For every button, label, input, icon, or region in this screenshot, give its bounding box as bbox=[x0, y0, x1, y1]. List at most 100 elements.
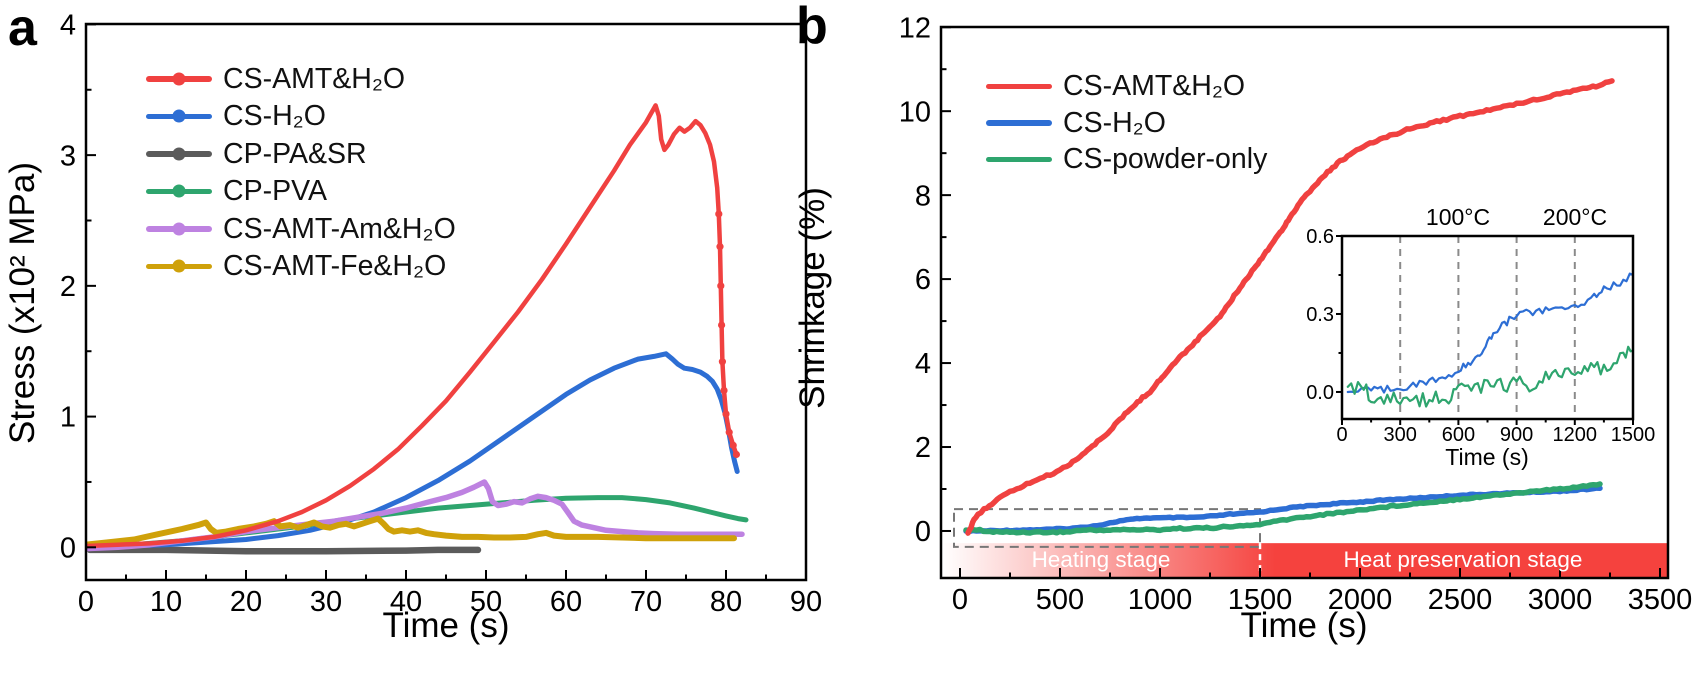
series-marker bbox=[718, 358, 727, 366]
series-marker bbox=[720, 386, 728, 395]
x-tick-label: 3000 bbox=[1528, 584, 1593, 616]
series-marker bbox=[717, 282, 725, 290]
legend-item-cs-h-o: CS-H₂O bbox=[986, 105, 1267, 142]
legend-label: CS-H₂O bbox=[223, 100, 326, 132]
legend-label: CS-AMT&H₂O bbox=[223, 62, 406, 95]
x-tick-label: 1200 bbox=[1553, 424, 1598, 446]
legend-item-cs-powder-only: CS-powder-only bbox=[986, 141, 1267, 178]
x-tick-label: 500 bbox=[1036, 584, 1084, 616]
legend-label: CS-AMT-Fe&H₂O bbox=[223, 250, 447, 282]
legend-label: CS-powder-only bbox=[1063, 143, 1268, 176]
x-tick-label: 30 bbox=[310, 586, 342, 618]
x-tick-label: 1500 bbox=[1611, 424, 1656, 446]
panel-b-y-axis-title: Shrinkage (%) bbox=[793, 187, 832, 409]
series-cs-amt-fe-h-o bbox=[86, 515, 737, 548]
y-tick-label: 1 bbox=[60, 402, 76, 434]
x-tick-label: 0 bbox=[78, 586, 94, 618]
legend-label: CP-PA&SR bbox=[223, 137, 367, 170]
legend-item-cs-amt-h-o: CS-AMT&H₂O bbox=[986, 68, 1267, 105]
x-tick-label: 0 bbox=[952, 584, 968, 616]
panel-a-letter: a bbox=[8, 0, 37, 57]
y-tick-label: 3 bbox=[60, 140, 76, 172]
series-cs-powder-only-inset bbox=[1346, 345, 1633, 408]
panel-a-legend: CS-AMT&H₂O CS-H₂O CP-PA&SR CP-PVA CS-AMT-Am&… bbox=[146, 60, 456, 285]
legend-swatch bbox=[146, 151, 212, 157]
legend-swatch bbox=[986, 156, 1052, 163]
y-tick-label: 0 bbox=[60, 532, 76, 564]
x-tick-label: 3500 bbox=[1628, 584, 1693, 616]
y-tick-label: 0 bbox=[915, 516, 931, 548]
legend-item-cs-amt-fe-h-o: CS-AMT-Fe&H₂O bbox=[146, 248, 456, 286]
x-tick-label: 2000 bbox=[1328, 584, 1393, 616]
series-marker bbox=[715, 210, 723, 218]
x-tick-label: 40 bbox=[390, 586, 422, 618]
legend-swatch bbox=[146, 263, 212, 269]
legend-label: CP-PVA bbox=[223, 175, 327, 207]
x-tick-label: 300 bbox=[1384, 424, 1417, 446]
y-tick-label: 12 bbox=[899, 12, 931, 44]
panel-b-legend: CS-AMT&H₂O CS-H₂O CS-powder-only bbox=[986, 68, 1267, 178]
series-marker bbox=[722, 410, 730, 418]
zoom-region-outline bbox=[953, 508, 1261, 548]
inset-temp-label-100c: 100°C bbox=[1425, 204, 1491, 230]
legend-label: CS-AMT-Am&H₂O bbox=[223, 212, 456, 245]
legend-item-cp-pva: CP-PVA bbox=[146, 173, 456, 211]
panel-b-x-axis-title: Time (s) bbox=[1240, 606, 1368, 645]
x-tick-label: 60 bbox=[550, 586, 582, 618]
legend-swatch bbox=[986, 120, 1052, 126]
series-cs-h-o-inset bbox=[1346, 272, 1633, 394]
panel-b-letter: b bbox=[796, 0, 828, 55]
axis-ticks: 0 10 20 30 40 50 60 70 80 90 0 1 2 3 4 bbox=[60, 10, 822, 618]
series-marker bbox=[732, 450, 741, 459]
series-cs-powder-only bbox=[963, 481, 1603, 536]
inset-x-axis-title: Time (s) bbox=[1445, 444, 1529, 470]
axis-ticks: 0 300 600 900 1200 1500 0.0 0.3 0.6 bbox=[1306, 226, 1655, 446]
series-marker bbox=[718, 321, 726, 329]
inset-temp-label-200c: 200°C bbox=[1542, 204, 1608, 230]
legend-item-cs-h-o: CS-H₂O bbox=[146, 98, 456, 136]
series-marker bbox=[729, 441, 737, 449]
x-tick-label: 600 bbox=[1442, 424, 1475, 446]
legend-swatch bbox=[146, 113, 212, 119]
legend-swatch bbox=[146, 188, 212, 194]
y-tick-label: 10 bbox=[899, 96, 931, 128]
y-tick-label: 0.6 bbox=[1306, 226, 1334, 248]
panel-a-x-axis-title: Time (s) bbox=[382, 606, 510, 645]
x-tick-label: 50 bbox=[470, 586, 502, 618]
legend-item-cp-pa-sr: CP-PA&SR bbox=[146, 135, 456, 173]
legend-label: CS-H₂O bbox=[1063, 106, 1166, 139]
series-cs-amt-h-o bbox=[965, 78, 1615, 536]
stage-bar bbox=[942, 543, 1667, 577]
series-cs-h-o bbox=[86, 351, 740, 550]
panel-a-y-axis-title: Stress (x10² MPa) bbox=[3, 162, 42, 444]
heating-stage-label: Heating stage bbox=[1031, 547, 1171, 572]
y-tick-label: 2 bbox=[60, 271, 76, 303]
x-tick-label: 80 bbox=[710, 586, 742, 618]
series-marker bbox=[716, 243, 724, 251]
y-tick-label: 0.3 bbox=[1306, 304, 1334, 326]
legend-item-cs-amt-am-h-o: CS-AMT-Am&H₂O bbox=[146, 210, 456, 248]
heat-preservation-stage-label: Heat preservation stage bbox=[1343, 547, 1583, 572]
legend-label: CS-AMT&H₂O bbox=[1063, 70, 1246, 103]
x-tick-label: 1500 bbox=[1228, 584, 1293, 616]
legend-swatch bbox=[146, 76, 212, 82]
x-tick-label: 0 bbox=[1336, 424, 1347, 446]
series-cs-amt-h-o bbox=[86, 103, 739, 549]
x-tick-label: 1000 bbox=[1128, 584, 1193, 616]
x-tick-label: 10 bbox=[150, 586, 182, 618]
x-tick-label: 2500 bbox=[1428, 584, 1493, 616]
x-tick-label: 20 bbox=[230, 586, 262, 618]
plot-frame bbox=[939, 25, 1670, 580]
y-tick-label: 2 bbox=[915, 432, 931, 464]
x-tick-label: 70 bbox=[630, 586, 662, 618]
x-tick-label: 900 bbox=[1500, 424, 1533, 446]
y-tick-label: 4 bbox=[915, 348, 931, 380]
y-tick-label: 8 bbox=[915, 180, 931, 212]
series-marker bbox=[725, 428, 733, 436]
legend-item-cs-amt-h-o: CS-AMT&H₂O bbox=[146, 60, 456, 98]
x-tick-label: 90 bbox=[790, 586, 822, 618]
y-tick-label: 4 bbox=[60, 10, 76, 42]
